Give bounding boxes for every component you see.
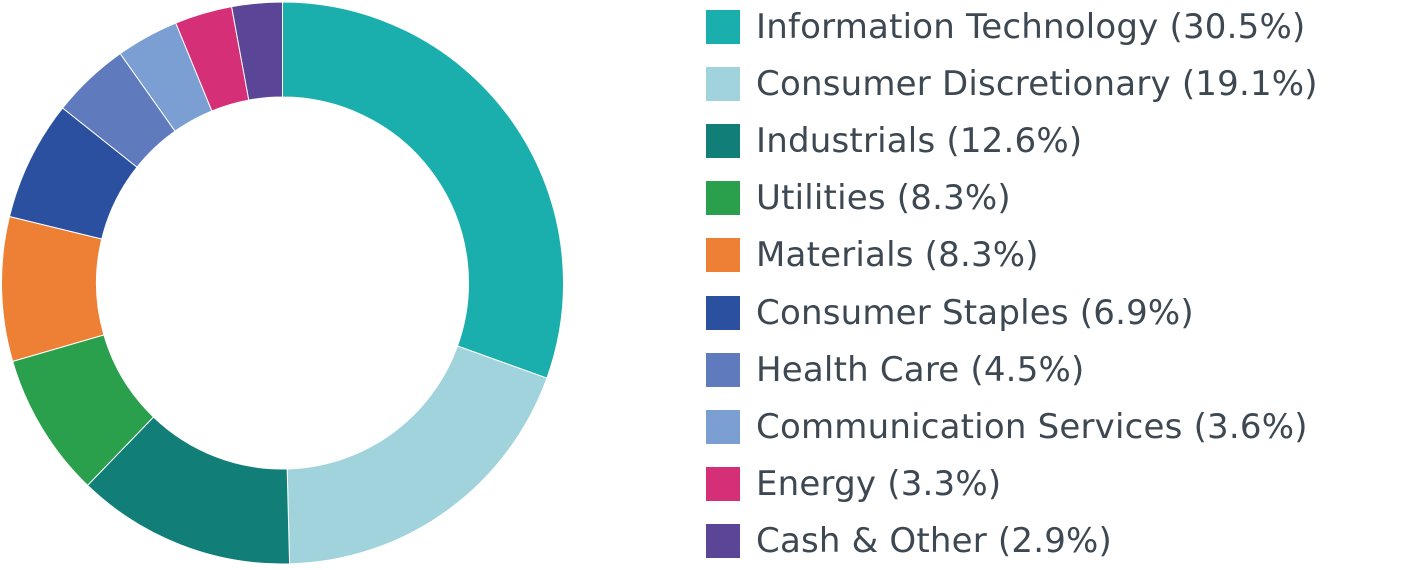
legend-label: Materials (8.3%) <box>756 235 1039 276</box>
legend-item: Industrials (12.6%) <box>706 112 1318 169</box>
legend-swatch <box>706 524 740 559</box>
legend-label: Consumer Discretionary (19.1%) <box>756 63 1318 104</box>
chart-legend: Information Technology (30.5%) Consumer … <box>706 0 1318 570</box>
donut-slice <box>230 1 283 101</box>
legend-label: Consumer Staples (6.9%) <box>756 292 1194 333</box>
legend-swatch <box>706 238 740 273</box>
legend-item: Health Care (4.5%) <box>706 341 1318 398</box>
legend-item: Utilities (8.3%) <box>706 170 1318 227</box>
legend-label: Industrials (12.6%) <box>756 120 1083 161</box>
legend-swatch <box>706 123 740 158</box>
legend-swatch <box>706 352 740 387</box>
legend-label: Information Technology (30.5%) <box>756 6 1306 47</box>
legend-label: Cash & Other (2.9%) <box>756 521 1113 562</box>
legend-swatch <box>706 181 740 216</box>
legend-item: Consumer Staples (6.9%) <box>706 284 1318 341</box>
legend-item: Cash & Other (2.9%) <box>706 513 1318 570</box>
legend-item: Materials (8.3%) <box>706 227 1318 284</box>
legend-swatch <box>706 66 740 101</box>
donut-slice <box>1 215 105 363</box>
legend-swatch <box>706 9 740 44</box>
legend-label: Utilities (8.3%) <box>756 178 1011 219</box>
legend-swatch <box>706 295 740 330</box>
legend-swatch <box>706 467 740 502</box>
legend-item: Communication Services (3.6%) <box>706 398 1318 455</box>
legend-item: Information Technology (30.5%) <box>706 0 1318 55</box>
legend-item: Consumer Discretionary (19.1%) <box>706 55 1318 112</box>
donut-slice <box>282 1 564 379</box>
legend-item: Energy (3.3%) <box>706 456 1318 513</box>
legend-label: Energy (3.3%) <box>756 464 1002 505</box>
donut-chart <box>1 1 564 565</box>
legend-swatch <box>706 409 740 444</box>
legend-label: Communication Services (3.6%) <box>756 406 1308 447</box>
donut-slice <box>286 345 548 565</box>
legend-label: Health Care (4.5%) <box>756 349 1085 390</box>
